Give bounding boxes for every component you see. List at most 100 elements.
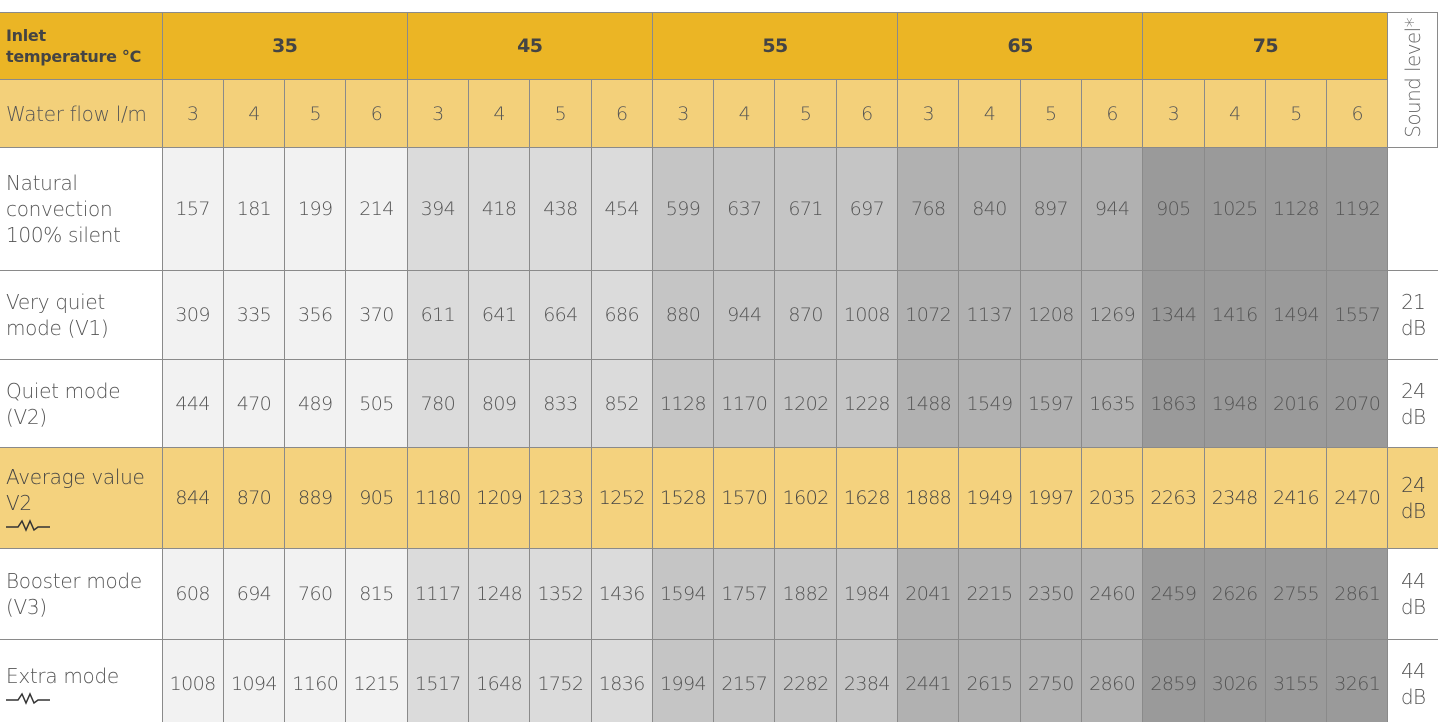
flow-value: 6	[1326, 79, 1389, 148]
cell-value: 181	[222, 147, 286, 271]
cell-value: 3026	[1203, 639, 1266, 722]
cell-value: 1549	[958, 359, 1021, 448]
cell-value: 1117	[406, 548, 469, 640]
sound-label: Sound level*	[1400, 17, 1425, 138]
data-row: Extra mode 1008 1094 1160 1215 1517 1648 1752 18…	[0, 639, 1438, 722]
cell-value: 1202	[774, 359, 837, 448]
flow-value: 6	[835, 79, 899, 148]
cell-value: 1994	[651, 639, 715, 722]
row-label: Extra mode	[0, 639, 163, 722]
sound-value: 44 dB	[1387, 548, 1438, 640]
cell-value: 2263	[1142, 447, 1205, 549]
cell-value: 1008	[161, 639, 224, 722]
cell-value: 1948	[1203, 359, 1266, 448]
cell-value: 897	[1019, 147, 1082, 271]
cell-value: 637	[713, 147, 776, 271]
header-label: Inlet temperature °C	[0, 12, 163, 80]
data-row: Very quiet mode (V1) 309 335 356 370 611 641 66…	[0, 270, 1438, 360]
cell-value: 1208	[1019, 270, 1082, 360]
data-row: Quiet mode (V2) 444 470 489 505 780 809 833 852 1…	[0, 359, 1438, 448]
cell-value: 611	[406, 270, 469, 360]
cell-value: 470	[222, 359, 286, 448]
wave-icon	[6, 519, 50, 532]
cell-value: 844	[161, 447, 224, 549]
flow-value: 4	[958, 79, 1021, 148]
cell-value: 944	[1080, 147, 1144, 271]
cell-value: 1215	[345, 639, 408, 722]
cell-value: 815	[345, 548, 408, 640]
cell-value: 2755	[1264, 548, 1328, 640]
flow-value: 5	[284, 79, 347, 148]
cell-value: 1436	[590, 548, 653, 640]
cell-value: 3155	[1264, 639, 1328, 722]
sound-value: 21 dB	[1387, 270, 1438, 360]
flow-value: 3	[1142, 79, 1205, 148]
cell-value: 2459	[1142, 548, 1205, 640]
cell-value: 944	[713, 270, 776, 360]
cell-value: 1488	[897, 359, 960, 448]
cell-value: 1570	[713, 447, 776, 549]
cell-value: 199	[284, 147, 347, 271]
cell-value: 356	[284, 270, 347, 360]
cell-value: 2041	[897, 548, 960, 640]
cell-value: 1128	[1264, 147, 1328, 271]
cell-value: 1517	[406, 639, 469, 722]
flow-value: 4	[1203, 79, 1266, 148]
cell-value: 1094	[222, 639, 286, 722]
row-label: Very quiet mode (V1)	[0, 270, 163, 360]
flow-value: 6	[345, 79, 408, 148]
cell-value: 1635	[1080, 359, 1144, 448]
cell-value: 760	[284, 548, 347, 640]
cell-value: 1416	[1203, 270, 1266, 360]
cell-value: 370	[345, 270, 408, 360]
data-row: Average value V2 844 870 889 905 1180 1209 1233…	[0, 447, 1438, 549]
flow-value: 5	[529, 79, 592, 148]
cell-value: 1352	[529, 548, 592, 640]
cell-value: 1602	[774, 447, 837, 549]
cell-value: 1863	[1142, 359, 1205, 448]
cell-value: 489	[284, 359, 347, 448]
cell-value: 2416	[1264, 447, 1328, 549]
cell-value: 394	[406, 147, 469, 271]
cell-value: 1594	[651, 548, 715, 640]
flow-value: 5	[774, 79, 837, 148]
cell-value: 1252	[590, 447, 653, 549]
cell-value: 2282	[774, 639, 837, 722]
cell-value: 833	[529, 359, 592, 448]
sound-empty	[1387, 147, 1438, 271]
row-label: Quiet mode (V2)	[0, 359, 163, 448]
cell-value: 2035	[1080, 447, 1144, 549]
cell-value: 1269	[1080, 270, 1144, 360]
cell-value: 2859	[1142, 639, 1205, 722]
cell-value: 599	[651, 147, 715, 271]
temperature-header: 75	[1142, 12, 1389, 80]
flow-label: Water flow l/m	[0, 79, 163, 148]
cell-value: 870	[222, 447, 286, 549]
cell-value: 1888	[897, 447, 960, 549]
cell-value: 1597	[1019, 359, 1082, 448]
cell-value: 2384	[835, 639, 899, 722]
cell-value: 1209	[467, 447, 531, 549]
cell-value: 1072	[897, 270, 960, 360]
cell-value: 3261	[1326, 639, 1389, 722]
cell-value: 664	[529, 270, 592, 360]
flow-value: 3	[406, 79, 469, 148]
cell-value: 671	[774, 147, 837, 271]
cell-value: 870	[774, 270, 837, 360]
temperature-header: 65	[897, 12, 1144, 80]
cell-value: 2157	[713, 639, 776, 722]
cell-value: 2441	[897, 639, 960, 722]
cell-value: 2016	[1264, 359, 1328, 448]
cell-value: 880	[651, 270, 715, 360]
cell-value: 1557	[1326, 270, 1389, 360]
cell-value: 1949	[958, 447, 1021, 549]
cell-value: 1192	[1326, 147, 1389, 271]
header-row: Inlet temperature °C 35 45 55 65 75 Sound leve…	[0, 12, 1438, 148]
cell-value: 444	[161, 359, 224, 448]
sound-value: 24 dB	[1387, 359, 1438, 448]
cell-value: 641	[467, 270, 531, 360]
flow-value: 4	[222, 79, 286, 148]
cell-value: 418	[467, 147, 531, 271]
cell-value: 905	[345, 447, 408, 549]
